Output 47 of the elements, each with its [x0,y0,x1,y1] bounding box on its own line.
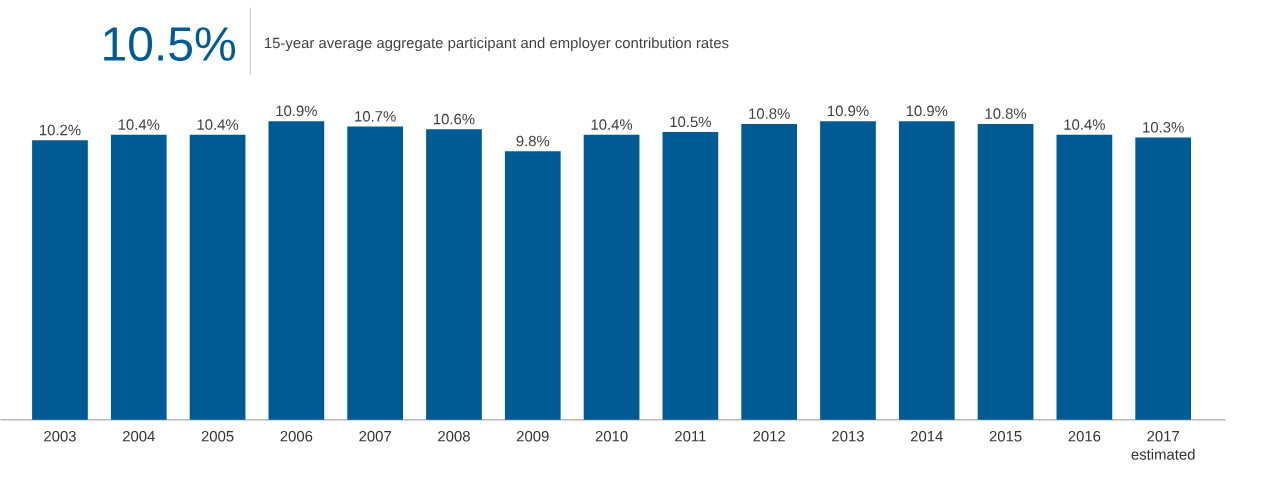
bar [977,124,1034,421]
data-label: 10.4% [197,119,239,131]
data-label: 10.9% [906,105,948,117]
x-tick-label: 2013 [832,431,864,442]
data-label: 10.4% [591,119,633,131]
data-label: 10.3% [1143,122,1184,133]
data-label: 10.7% [355,111,396,122]
bar [504,151,561,421]
data-label: 10.8% [749,108,790,120]
data-label: 10.8% [985,108,1027,120]
data-label: 10.9% [276,105,317,117]
bar [1135,137,1192,421]
x-tick-label: 2012 [753,431,785,442]
data-label: 9.8% [516,135,550,147]
x-tick-label: 2007 [359,431,391,442]
bar [347,126,404,421]
bar [189,135,246,421]
x-tick-label: 2015 [989,431,1022,442]
bar [268,121,325,421]
data-label: 10.4% [1064,119,1105,131]
x-tick-label: 2008 [438,431,470,442]
data-label: 10.5% [670,116,711,128]
x-tick-label: 2004 [122,431,155,442]
data-label: 10.9% [827,105,869,117]
bar [741,124,798,421]
chart-title: 10.5% [104,27,235,62]
x-tick-label: 2010 [595,431,628,442]
bar [583,135,640,421]
x-tick-label: 2006 [280,431,313,442]
data-label: 10.6% [433,114,475,125]
x-tick-label: 2014 [910,431,943,442]
x-tick-label: 2009 [516,431,549,442]
bar [110,135,167,421]
bar [662,132,719,421]
x-tick-label: 2003 [44,431,76,442]
chart-subtitle: 15-year average aggregate participant and employer contribution rates [264,37,729,52]
bar [426,129,482,421]
data-label: 10.4% [118,119,160,131]
x-tick-label: 2011 [675,431,706,442]
x-tick-label: 2005 [201,431,234,442]
bar [1056,135,1113,421]
bar [820,121,876,421]
bar [898,121,955,421]
x-tick-label: 2017 estimated [1131,431,1195,460]
data-label: 10.2% [39,125,81,136]
x-tick-label: 2016 [1068,431,1101,442]
bar [32,140,88,421]
